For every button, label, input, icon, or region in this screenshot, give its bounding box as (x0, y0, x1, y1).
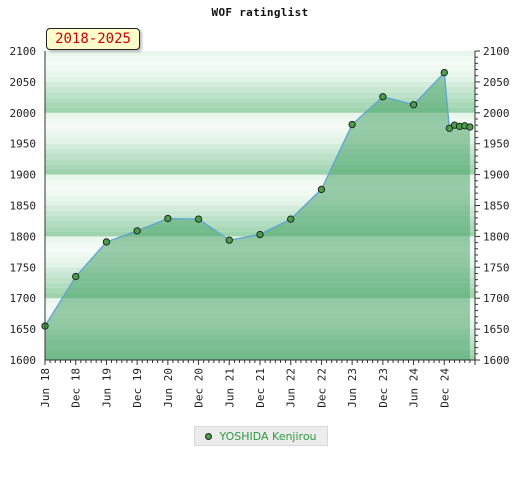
y-tick-label-right: 1700 (483, 292, 510, 305)
y-tick-label-right: 1800 (483, 230, 510, 243)
background-band (45, 81, 475, 88)
y-tick-label-right: 2050 (483, 76, 510, 89)
background-band (45, 66, 475, 72)
y-tick-label-right: 1600 (483, 354, 510, 367)
x-tick-label: Jun 20 (162, 368, 175, 408)
background-band (45, 138, 475, 144)
y-tick-label-left: 2100 (10, 45, 37, 58)
background-band (45, 97, 475, 103)
y-axis-right-labels: 1600 1650 1700 1750 1800 1850 1900 1950 2000 2050… (483, 45, 510, 367)
y-tick-label-right: 2100 (483, 45, 510, 58)
data-point (409, 101, 418, 109)
background-band (45, 164, 475, 170)
x-tick-label: Dec 18 (70, 368, 83, 408)
x-tick-label: Dec 22 (315, 368, 328, 408)
data-point (164, 214, 172, 223)
y-tick-label-left: 1750 (10, 261, 37, 274)
background-band (45, 226, 475, 232)
x-tick-label: Dec 20 (193, 368, 206, 408)
background-band (45, 107, 475, 113)
x-tick-label: Jun 21 (223, 368, 236, 408)
data-point (72, 272, 80, 281)
y-tick-label-left: 1650 (10, 323, 37, 336)
y-tick-label-right: 1950 (483, 138, 510, 151)
x-tick-label: Jun 19 (100, 368, 113, 408)
y-tick-label-left: 1700 (10, 292, 37, 305)
data-point (225, 236, 233, 244)
x-tick-label: Jun 23 (346, 368, 359, 408)
background-band (45, 195, 475, 201)
background-band (45, 159, 475, 165)
y-tick-label-left: 1600 (10, 354, 37, 367)
x-tick-label: Jun 24 (408, 368, 421, 408)
background-band (45, 148, 475, 154)
y-tick-label-right: 2000 (483, 107, 510, 120)
y-tick-label-left: 1900 (10, 169, 37, 182)
data-point (256, 230, 264, 239)
background-band (45, 102, 475, 108)
period-badge: 2018-2025 (46, 28, 140, 50)
rating-markers (41, 68, 474, 330)
background-band (45, 210, 475, 216)
data-point (348, 120, 356, 129)
y-tick-label-right: 1650 (483, 323, 510, 336)
background-band (45, 143, 475, 149)
x-tick-label: Dec 23 (377, 368, 390, 408)
background-band (45, 112, 475, 118)
x-tick-label: Dec 21 (254, 368, 267, 408)
rating-area (45, 72, 470, 360)
background-band (45, 51, 475, 57)
background-band (45, 76, 475, 82)
data-point (466, 123, 474, 131)
background-band (45, 87, 475, 93)
x-tick-label: Jun 18 (39, 368, 52, 408)
background-band (45, 133, 475, 139)
y-tick-label-right: 1850 (483, 200, 510, 213)
legend: YOSHIDA Kenjirou (194, 426, 328, 446)
background-band (45, 190, 475, 196)
background-band (45, 220, 475, 227)
background-band (45, 205, 475, 211)
background-band (45, 117, 475, 124)
y-tick-label-right: 1900 (483, 169, 510, 182)
background-band (45, 61, 475, 67)
chart-title: WOF ratinglist (211, 6, 309, 19)
data-point (194, 215, 203, 223)
data-point (287, 215, 295, 223)
background-band (45, 154, 475, 160)
background-band (45, 92, 475, 98)
series-area (45, 72, 470, 360)
y-tick-label-left: 1850 (10, 200, 37, 213)
y-tick-label-left: 1800 (10, 230, 37, 243)
axes (44, 50, 480, 365)
data-point (379, 93, 387, 101)
background-band (45, 174, 475, 180)
background-band (45, 179, 475, 185)
y-tick-label-left: 1950 (10, 138, 37, 151)
y-tick-label-left: 2050 (10, 76, 37, 89)
background-band (45, 184, 475, 191)
background-band (45, 200, 475, 206)
y-axis-left-labels: 1600 1650 1700 1750 1800 1850 1900 1950 2000 2050… (10, 45, 37, 367)
x-axis-labels: Jun 18 Dec 18 Jun 19 Dec 19 Jun 20 Dec 20 Jun … (39, 368, 451, 408)
background-band (45, 123, 475, 129)
data-point (102, 238, 111, 246)
background-band (45, 128, 475, 134)
x-tick-label: Dec 24 (438, 368, 451, 408)
y-tick-label-left: 2000 (10, 107, 37, 120)
x-tick-label: Dec 19 (131, 368, 144, 408)
legend-series-label: YOSHIDA Kenjirou (219, 429, 317, 443)
background-band (45, 169, 475, 175)
data-point (440, 68, 448, 77)
background-band (45, 56, 475, 62)
data-point (133, 227, 141, 235)
legend-marker (205, 432, 213, 440)
background-band (45, 71, 475, 77)
y-tick-label-right: 1750 (483, 261, 510, 274)
x-tick-label: Jun 22 (285, 368, 298, 408)
background-band (45, 215, 475, 221)
data-point (317, 185, 326, 194)
